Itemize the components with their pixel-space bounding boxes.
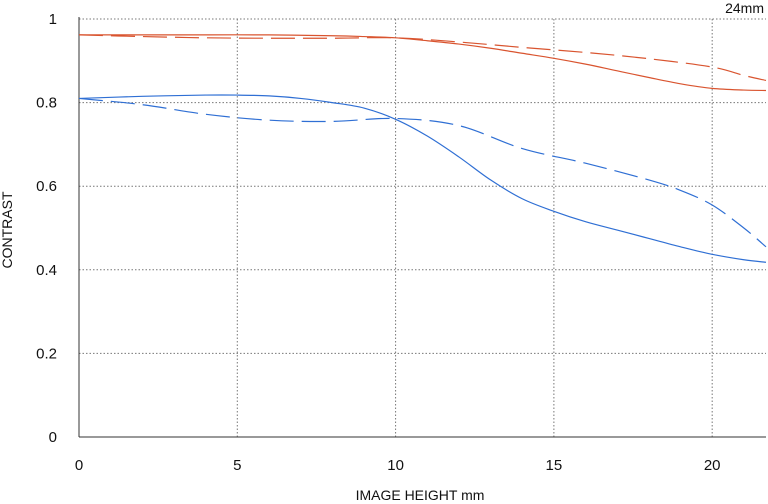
y-tick-label: 0.6 (36, 178, 57, 195)
y-tick-label: 1 (49, 11, 57, 28)
x-tick-label: 20 (704, 457, 721, 474)
grid-lines (79, 18, 766, 437)
x-tick-label: 5 (233, 457, 241, 474)
y-tick-label: 0.2 (36, 345, 57, 362)
y-tick-label: 0 (49, 429, 57, 446)
x-tick-label: 0 (75, 457, 83, 474)
axes (78, 17, 766, 438)
series-line-3-solid (78, 94, 767, 263)
series-lines (78, 34, 767, 263)
chart-title: 24mm (725, 0, 764, 16)
series-line-1-solid (79, 34, 767, 92)
tick-labels: 0 5 10 15 20 0 0.2 0.4 0.6 0.8 1 (36, 11, 720, 474)
x-tick-label: 10 (387, 457, 404, 474)
y-tick-label: 0.8 (36, 95, 57, 112)
x-axis-title: IMAGE HEIGHT mm (356, 487, 485, 503)
y-axis-title: CONTRAST (0, 191, 15, 268)
x-tick-label: 15 (546, 457, 563, 474)
series-line-4-dashed (78, 97, 767, 248)
y-tick-label: 0.4 (36, 262, 57, 279)
